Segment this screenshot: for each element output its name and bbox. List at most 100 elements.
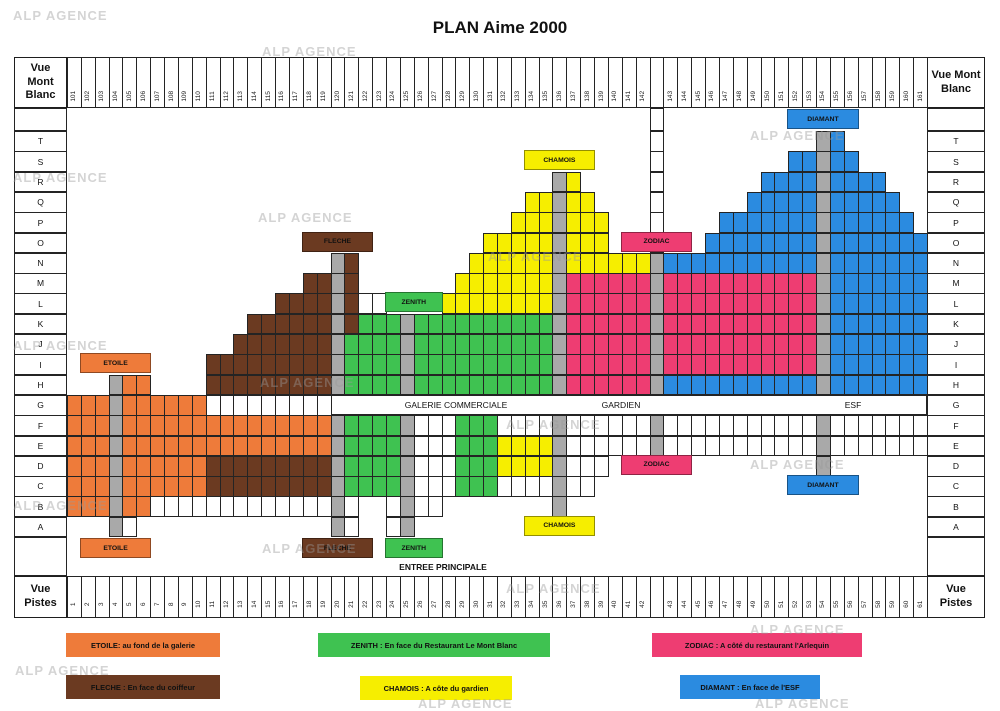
grid-cell-blue bbox=[843, 313, 859, 335]
grid-cell-pink bbox=[802, 313, 818, 335]
grid-cell-blue bbox=[871, 171, 887, 193]
grid-cell-pink bbox=[594, 293, 609, 315]
grid-cell-blue bbox=[829, 212, 845, 233]
grid-cell-white bbox=[857, 435, 873, 457]
grid-cell-white bbox=[302, 496, 318, 518]
grid-cell-blue bbox=[913, 354, 928, 376]
grid-cell-pink bbox=[788, 293, 804, 315]
column-number: 125 bbox=[403, 90, 411, 102]
column-number-cell: 131 bbox=[483, 57, 498, 108]
grid-cell-blue bbox=[802, 232, 818, 254]
row-letter-right: I bbox=[927, 354, 985, 376]
row-letter-right: C bbox=[927, 476, 985, 497]
grid-cell-pink bbox=[607, 273, 623, 294]
bottom-number: 45 bbox=[694, 600, 702, 608]
bottom-number-cell: 9 bbox=[177, 576, 193, 618]
bottom-number: 61 bbox=[916, 600, 924, 608]
bottom-number-cell: 10 bbox=[191, 576, 207, 618]
bottom-number-cell: 47 bbox=[718, 576, 734, 618]
grid-cell-orange bbox=[94, 476, 110, 497]
bottom-number: 54 bbox=[819, 600, 827, 608]
column-number-cell bbox=[649, 57, 665, 108]
column-number-cell: 152 bbox=[788, 57, 804, 108]
grid-cell-white bbox=[899, 435, 915, 457]
grid-cell-gray bbox=[552, 415, 568, 436]
column-number: 152 bbox=[791, 90, 799, 102]
column-number: 112 bbox=[222, 90, 230, 101]
grid-cell-blue bbox=[871, 334, 887, 355]
grid-cell-green bbox=[386, 354, 401, 376]
grid-cell-pink bbox=[691, 354, 707, 376]
grid-cell-yellow bbox=[510, 455, 526, 477]
grid-cell-pink bbox=[580, 334, 596, 355]
bottom-number: 59 bbox=[888, 600, 896, 608]
grid-cell-gray bbox=[552, 496, 568, 518]
grid-cell-pink bbox=[663, 334, 679, 355]
grid-cell-pink bbox=[718, 313, 734, 335]
column-number-cell: 140 bbox=[607, 57, 623, 108]
grid-cell-blue bbox=[871, 293, 887, 315]
grid-cell-blue bbox=[857, 191, 873, 213]
grid-cell-brown bbox=[302, 354, 318, 376]
grid-cell-brown bbox=[288, 455, 304, 477]
grid-cell-orange bbox=[205, 435, 221, 457]
grid-cell-blue bbox=[843, 293, 859, 315]
grid-cell-blue bbox=[857, 232, 873, 254]
grid-cell-green bbox=[483, 435, 498, 457]
grid-cell-white bbox=[566, 476, 582, 497]
bottom-number-cell: 46 bbox=[705, 576, 720, 618]
grid-cell-gray bbox=[552, 273, 568, 294]
bottom-number: 27 bbox=[430, 600, 438, 608]
grid-cell-yellow bbox=[621, 252, 637, 274]
grid-cell-blue bbox=[732, 374, 748, 396]
grid-cell-orange bbox=[136, 394, 152, 416]
bottom-number-cell: 43 bbox=[663, 576, 679, 618]
grid-cell-gray bbox=[330, 293, 346, 315]
grid-cell-brown bbox=[275, 476, 290, 497]
row-letter-right: S bbox=[927, 151, 985, 173]
column-number-cell: 114 bbox=[247, 57, 263, 108]
grid-cell-gray bbox=[816, 232, 831, 254]
grid-cell-green bbox=[358, 435, 374, 457]
grid-cell-white bbox=[524, 476, 540, 497]
grid-cell-orange bbox=[122, 374, 138, 396]
diamant-upper-label: DIAMANT bbox=[787, 109, 859, 129]
bottom-number: 53 bbox=[805, 600, 813, 608]
grid-cell-green bbox=[455, 354, 471, 376]
grid-cell-blue bbox=[705, 252, 720, 274]
grid-cell-blue bbox=[899, 374, 915, 396]
corner-bottom-left-vue-pistes: Vue Pistes bbox=[14, 576, 67, 618]
grid-cell-pink bbox=[621, 313, 637, 335]
grid-cell-blue bbox=[718, 232, 734, 254]
grid-cell-pink bbox=[566, 374, 582, 396]
grid-cell-white bbox=[594, 435, 609, 457]
row-letter-right: F bbox=[927, 415, 985, 436]
grid-cell-yellow bbox=[538, 212, 554, 233]
grid-cell-gray bbox=[330, 313, 346, 335]
grid-cell-white bbox=[427, 435, 443, 457]
column-number: 158 bbox=[874, 90, 882, 102]
grid-cell-white bbox=[344, 516, 360, 538]
grid-cell-blue bbox=[718, 374, 734, 396]
grid-cell-orange bbox=[247, 435, 263, 457]
grid-cell-pink bbox=[774, 354, 790, 376]
grid-cell-orange bbox=[150, 476, 166, 497]
grid-cell-yellow bbox=[635, 252, 651, 274]
grid-cell-white bbox=[718, 415, 734, 436]
grid-cell-orange bbox=[302, 415, 318, 436]
grid-cell-white bbox=[885, 435, 901, 457]
grid-cell-blue bbox=[885, 252, 901, 274]
grid-cell-blue bbox=[857, 212, 873, 233]
bottom-number-cell: 35 bbox=[538, 576, 554, 618]
grid-cell-green bbox=[358, 415, 374, 436]
column-number-cell: 156 bbox=[843, 57, 859, 108]
grid-cell-white bbox=[760, 415, 776, 436]
grid-cell-blue bbox=[885, 354, 901, 376]
grid-cell-green bbox=[510, 374, 526, 396]
grid-cell-gray bbox=[552, 334, 568, 355]
grid-cell-blue bbox=[760, 171, 776, 193]
column-number-cell: 102 bbox=[80, 57, 96, 108]
grid-cell-white bbox=[441, 415, 457, 436]
grid-cell-blue bbox=[871, 313, 887, 335]
grid-cell-yellow bbox=[580, 252, 596, 274]
